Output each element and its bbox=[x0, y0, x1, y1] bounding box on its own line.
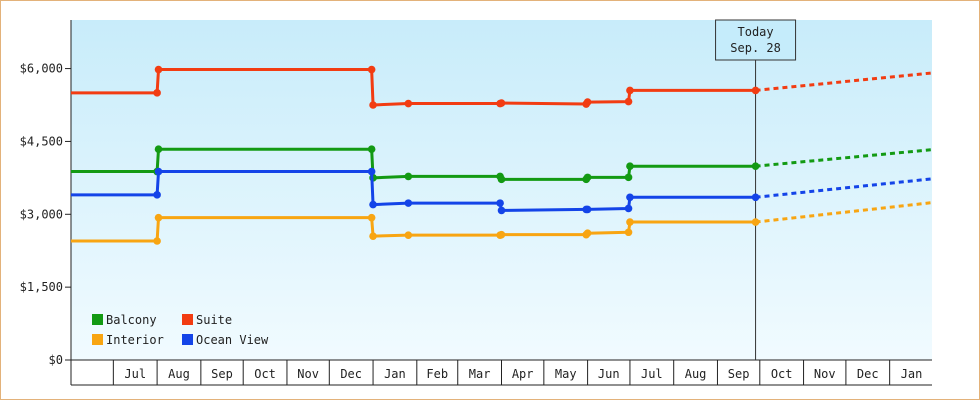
data-point bbox=[624, 173, 633, 182]
data-point bbox=[751, 86, 760, 95]
y-tick-label: $0 bbox=[49, 353, 63, 367]
legend-swatch bbox=[92, 334, 103, 345]
data-point bbox=[153, 89, 161, 97]
data-point bbox=[153, 191, 161, 199]
data-point bbox=[624, 228, 633, 237]
x-month-label: May bbox=[555, 367, 577, 381]
x-month-label: Jan bbox=[384, 367, 406, 381]
data-point bbox=[367, 213, 376, 222]
today-label: Today bbox=[738, 25, 774, 39]
data-point bbox=[153, 237, 161, 245]
x-month-label: Feb bbox=[426, 367, 448, 381]
y-tick-label: $3,000 bbox=[20, 207, 63, 221]
data-point bbox=[154, 167, 163, 176]
data-point bbox=[367, 65, 376, 74]
x-month-label: Jul bbox=[641, 367, 663, 381]
legend-swatch bbox=[182, 334, 193, 345]
x-month-label: Nov bbox=[297, 367, 319, 381]
data-point bbox=[583, 98, 592, 106]
data-point bbox=[154, 65, 163, 74]
data-point bbox=[369, 232, 377, 240]
x-month-label: Jul bbox=[124, 367, 146, 381]
data-point bbox=[626, 86, 634, 95]
legend-swatch bbox=[92, 314, 103, 325]
data-point bbox=[626, 193, 634, 202]
x-month-label: Dec bbox=[340, 367, 362, 381]
series-forecast-line bbox=[755, 148, 933, 168]
series-forecast-line bbox=[755, 201, 933, 224]
data-point bbox=[626, 218, 634, 226]
legend-label: Suite bbox=[196, 313, 232, 327]
data-point bbox=[369, 200, 377, 209]
y-tick-label: $1,500 bbox=[20, 280, 63, 294]
data-point bbox=[404, 231, 413, 239]
data-point bbox=[497, 206, 506, 215]
series-forecast-line bbox=[755, 71, 933, 92]
data-point bbox=[496, 199, 504, 207]
data-point bbox=[583, 173, 592, 182]
data-point bbox=[751, 193, 760, 202]
data-point bbox=[369, 101, 377, 109]
data-point bbox=[404, 172, 413, 181]
data-point bbox=[154, 145, 163, 153]
x-month-label: Sep bbox=[728, 367, 750, 381]
x-month-label: Oct bbox=[254, 367, 276, 381]
data-point bbox=[583, 205, 592, 214]
x-month-label: Dec bbox=[857, 367, 879, 381]
x-month-label: Aug bbox=[168, 367, 190, 381]
x-month-label: Sep bbox=[211, 367, 233, 381]
series-ocean-view bbox=[71, 167, 933, 215]
data-point bbox=[367, 167, 376, 176]
data-point bbox=[404, 99, 413, 108]
data-point bbox=[751, 218, 760, 226]
x-month-label: Jan bbox=[901, 367, 923, 381]
data-point bbox=[404, 199, 413, 207]
data-point bbox=[624, 97, 633, 106]
x-month-label: Mar bbox=[469, 367, 491, 381]
y-tick-label: $4,500 bbox=[20, 134, 63, 148]
data-point bbox=[497, 230, 506, 239]
data-point bbox=[367, 145, 376, 153]
series-interior bbox=[71, 201, 933, 245]
y-tick-label: $6,000 bbox=[20, 62, 63, 76]
x-month-label: Jun bbox=[598, 367, 620, 381]
data-point bbox=[624, 204, 633, 213]
x-month-label: Nov bbox=[814, 367, 836, 381]
data-point bbox=[583, 229, 592, 238]
x-month-label: Oct bbox=[771, 367, 793, 381]
x-month-label: Apr bbox=[512, 367, 534, 381]
legend-label: Interior bbox=[106, 333, 164, 347]
plot-background bbox=[71, 20, 932, 360]
data-point bbox=[154, 213, 163, 222]
data-point bbox=[497, 99, 506, 107]
series-suite bbox=[71, 65, 933, 109]
data-point bbox=[751, 162, 760, 170]
legend-swatch bbox=[182, 314, 193, 325]
x-month-label: Aug bbox=[685, 367, 707, 381]
legend-label: Balcony bbox=[106, 313, 157, 327]
data-point bbox=[497, 175, 506, 184]
today-date: Sep. 28 bbox=[730, 41, 781, 55]
series-forecast-line bbox=[755, 177, 933, 199]
legend-label: Ocean View bbox=[196, 333, 269, 347]
today-box bbox=[715, 19, 797, 61]
data-point bbox=[626, 162, 634, 170]
